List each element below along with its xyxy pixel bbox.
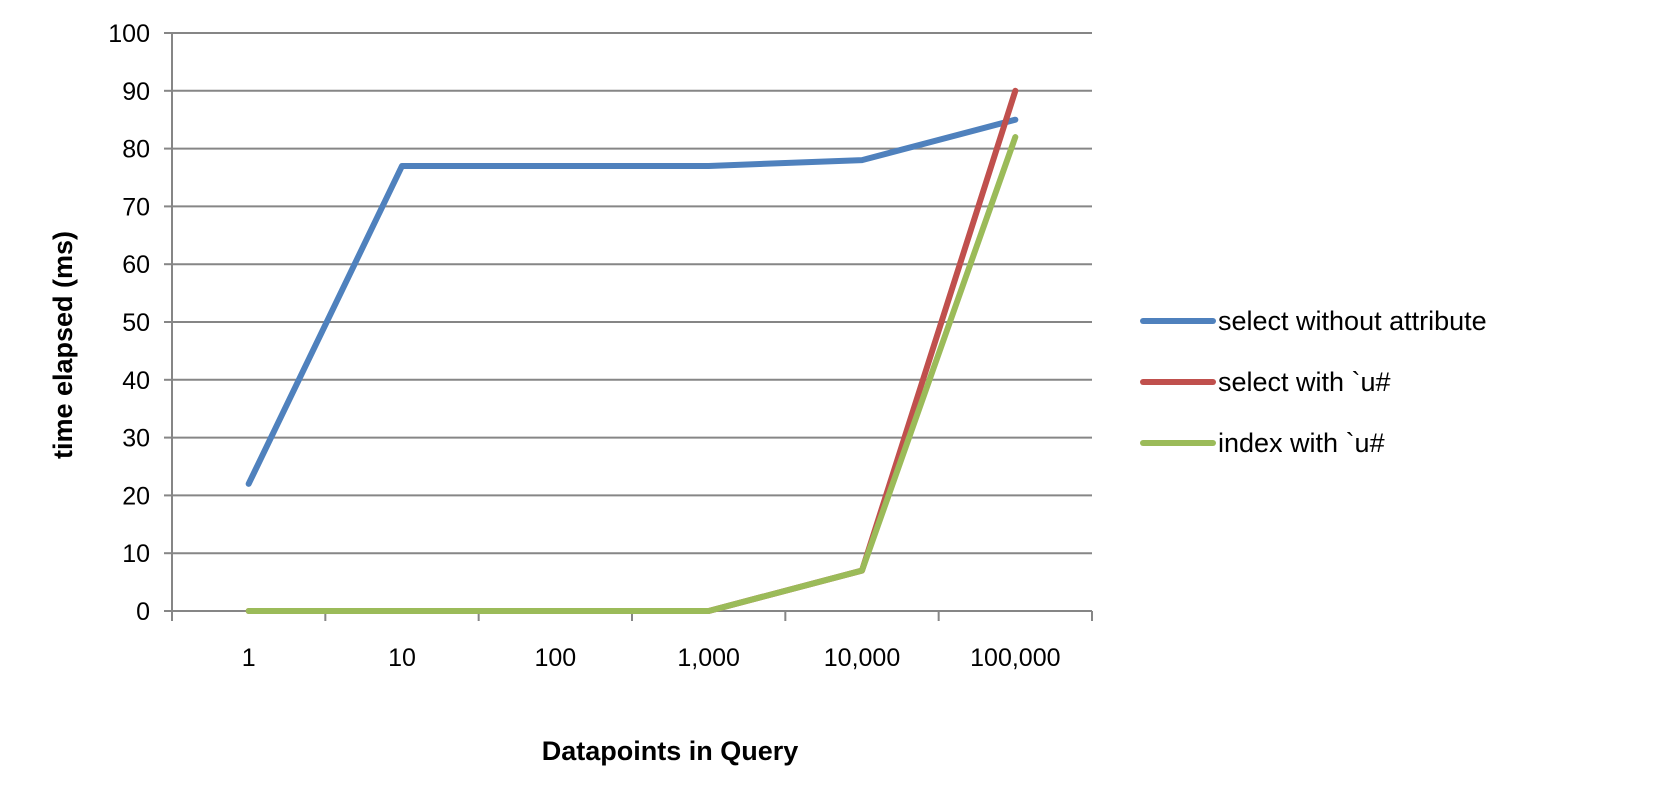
axes	[164, 32, 1093, 621]
y-tick-label: 40	[122, 367, 150, 395]
x-tick-label: 100,000	[970, 644, 1060, 672]
x-tick-label: 10,000	[824, 644, 900, 672]
x-axis-title: Datapoints in Query	[542, 736, 799, 766]
y-tick-label: 80	[122, 136, 150, 164]
y-tick-label: 50	[122, 309, 150, 337]
series-lines	[245, 87, 1019, 614]
y-tick-label: 20	[122, 482, 150, 510]
series-line-3	[245, 134, 1019, 614]
gridlines	[172, 32, 1092, 555]
legend-label: select with `u#	[1218, 367, 1391, 397]
x-tick-labels: 1 10 100 1,000 10,000 100,000	[242, 644, 1061, 672]
legend: select without attribute select with `u# i…	[1140, 306, 1487, 458]
legend-label: index with `u#	[1218, 428, 1385, 458]
y-tick-label: 10	[122, 540, 150, 568]
series-line-1	[245, 116, 1019, 487]
x-tick-label: 1,000	[677, 644, 740, 672]
x-tick-label: 10	[388, 644, 416, 672]
x-tick-label: 1	[242, 644, 256, 672]
y-tick-label: 100	[108, 20, 150, 48]
y-tick-label: 60	[122, 251, 150, 279]
y-tick-label: 70	[122, 193, 150, 221]
y-tick-label: 0	[136, 598, 150, 626]
y-axis-title: time elapsed (ms)	[48, 231, 78, 459]
y-tick-labels: 0 10 20 30 40 50 60 70 80 90 100	[108, 20, 150, 626]
y-tick-label: 90	[122, 78, 150, 106]
x-tick-label: 100	[534, 644, 576, 672]
y-tick-label: 30	[122, 425, 150, 453]
legend-label: select without attribute	[1218, 306, 1487, 336]
